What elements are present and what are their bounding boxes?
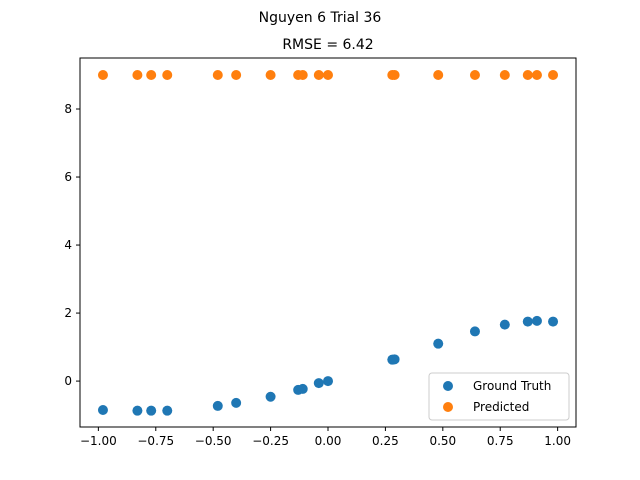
predicted-point: [162, 70, 173, 80]
ground-truth-point: [97, 405, 108, 415]
y-tick-label: 6: [64, 170, 72, 184]
predicted-point: [531, 70, 542, 80]
predicted-point: [297, 70, 308, 80]
x-tick-label: 0.25: [372, 434, 399, 448]
legend-box: [428, 372, 570, 421]
legend: Ground Truth Predicted: [428, 372, 570, 421]
legend-label-predicted: Predicted: [473, 400, 529, 414]
ground-truth-point: [162, 405, 173, 416]
x-axis-ticks: −1.00 −0.75 −0.50 −0.25 0.00 0.25 0.50 0.75 1.00: [80, 427, 571, 448]
y-tick-label: 2: [64, 306, 72, 320]
y-tick-label: 4: [64, 238, 72, 252]
predicted-point: [132, 70, 143, 80]
ground-truth-point: [132, 405, 143, 416]
predicted-point: [97, 70, 108, 80]
ground-truth-point: [146, 405, 157, 416]
ground-truth-point: [231, 397, 242, 408]
ground-truth-point: [548, 316, 559, 327]
y-axis-ticks: 0 2 4 6 8: [64, 102, 80, 388]
ground-truth-point: [433, 338, 444, 349]
x-tick-label: −1.00: [80, 434, 117, 448]
x-tick-label: 0.50: [429, 434, 456, 448]
x-tick-label: −0.50: [195, 434, 232, 448]
legend-label-ground-truth: Ground Truth: [473, 379, 551, 393]
ground-truth-point: [212, 400, 223, 411]
ground-truth-point: [499, 319, 510, 330]
predicted-point: [313, 70, 324, 80]
legend-marker-ground-truth: [443, 381, 453, 391]
predicted-point: [389, 70, 400, 80]
ground-truth-point: [531, 315, 542, 326]
predicted-point: [433, 70, 444, 80]
ground-truth-point: [389, 354, 400, 365]
predicted-point: [522, 70, 533, 80]
predicted-point: [212, 70, 223, 80]
legend-marker-predicted: [443, 402, 453, 412]
predicted-point: [323, 70, 333, 80]
x-tick-label: 0.75: [487, 434, 514, 448]
predicted-point: [469, 70, 480, 80]
plot-area-frame: [79, 57, 577, 428]
x-tick-label: −0.75: [137, 434, 174, 448]
x-tick-label: −0.25: [252, 434, 289, 448]
figure-suptitle: Nguyen 6 Trial 36: [259, 10, 382, 26]
y-tick-label: 0: [64, 374, 72, 388]
predicted-point: [265, 70, 276, 80]
x-tick-label: 0.00: [315, 434, 342, 448]
axes-title: RMSE = 6.42: [282, 37, 373, 53]
predicted-point: [146, 70, 157, 80]
ground-truth-point: [313, 378, 324, 389]
predicted-point: [548, 70, 559, 80]
predicted-point: [499, 70, 510, 80]
ground-truth-point: [265, 391, 276, 402]
ground-truth-point: [297, 383, 308, 394]
plot-marks: [97, 70, 559, 416]
predicted-point: [231, 70, 242, 80]
ground-truth-point: [522, 316, 533, 327]
ground-truth-point: [469, 326, 480, 337]
x-tick-label: 1.00: [544, 434, 571, 448]
y-tick-label: 8: [64, 102, 72, 116]
ground-truth-point: [323, 376, 333, 387]
